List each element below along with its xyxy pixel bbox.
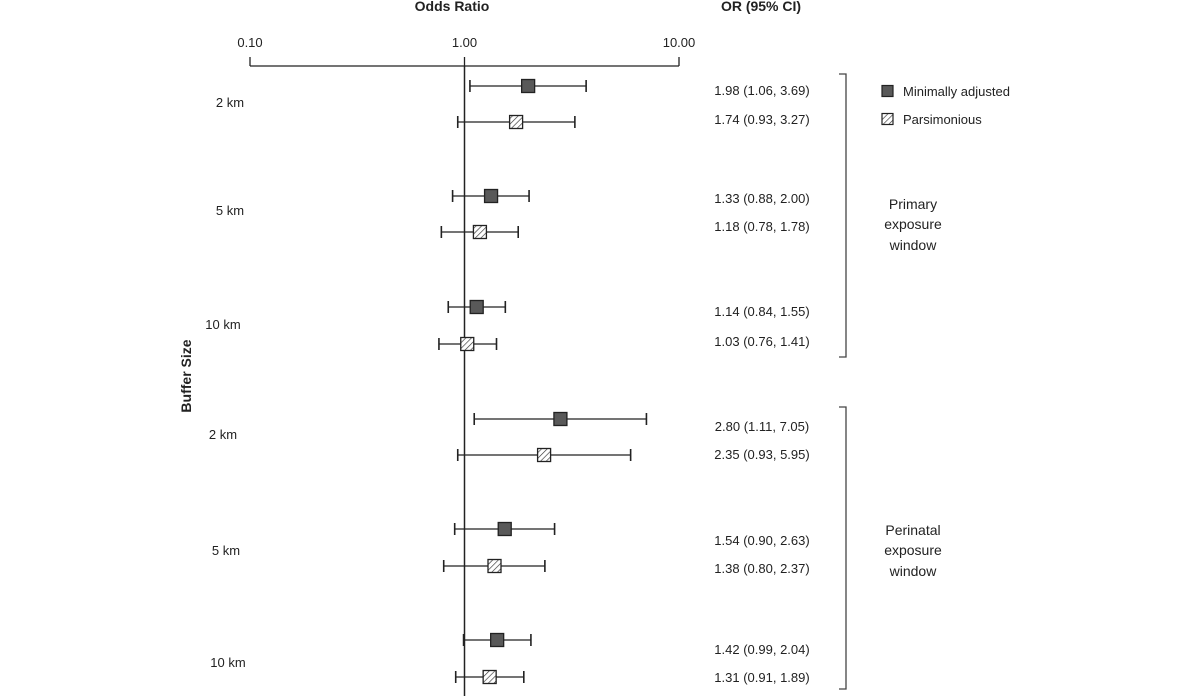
x-axis-title: Odds Ratio <box>415 0 490 14</box>
forest-marks: 2 km 1.98 (1.06, 3.69) 1.74 (0.93, 3.27) 5 … <box>205 73 942 690</box>
buffer-label: 2 km <box>216 95 244 110</box>
ci-text: 1.14 (0.84, 1.55) <box>714 304 809 319</box>
point-parsimonious <box>487 558 502 574</box>
x-axis: 0.10 1.00 10.00 <box>237 35 695 696</box>
ci-text: 1.33 (0.88, 2.00) <box>714 191 809 206</box>
point-parsimonious <box>508 114 524 130</box>
window-label: Primary <box>889 196 937 212</box>
buffer-label: 5 km <box>212 543 240 558</box>
ci-text: 1.98 (1.06, 3.69) <box>714 83 809 98</box>
window-bracket <box>839 73 847 358</box>
window-label: window <box>889 563 938 579</box>
ci-text: 1.18 (0.78, 1.78) <box>714 219 809 234</box>
window-label: Perinatal <box>885 522 940 538</box>
ci-text: 2.35 (0.93, 5.95) <box>714 447 809 462</box>
x-tick-label: 1.00 <box>452 35 477 50</box>
legend: Minimally adjusted Parsimonious <box>881 84 1010 127</box>
ci-text: 1.03 (0.76, 1.41) <box>714 334 809 349</box>
ci-text: 1.38 (0.80, 2.37) <box>714 561 809 576</box>
buffer-label: 10 km <box>210 655 245 670</box>
point-minimally-adjusted <box>469 299 484 315</box>
buffer-label: 5 km <box>216 203 244 218</box>
window-bracket <box>839 406 847 690</box>
ci-text: 1.31 (0.91, 1.89) <box>714 670 809 685</box>
point-minimally-adjusted <box>490 632 505 648</box>
ci-column-header: OR (95% CI) <box>721 0 801 14</box>
y-axis-title: Buffer Size <box>178 339 194 412</box>
x-tick-label: 0.10 <box>237 35 262 50</box>
ci-text: 2.80 (1.11, 7.05) <box>715 419 809 434</box>
window-label: exposure <box>884 216 942 232</box>
point-parsimonious <box>482 669 497 685</box>
ci-text: 1.42 (0.99, 2.04) <box>714 642 809 657</box>
point-minimally-adjusted <box>553 411 568 427</box>
ci-text: 1.74 (0.93, 3.27) <box>714 112 809 127</box>
point-minimally-adjusted <box>520 78 536 94</box>
buffer-label: 2 km <box>209 427 237 442</box>
point-parsimonious <box>536 447 552 463</box>
window-label: window <box>889 237 938 253</box>
legend-swatch <box>881 112 894 126</box>
ci-text: 1.54 (0.90, 2.63) <box>714 533 809 548</box>
window-label: exposure <box>884 542 942 558</box>
x-tick-label: 10.00 <box>663 35 696 50</box>
point-parsimonious <box>460 336 475 352</box>
point-minimally-adjusted <box>497 521 512 537</box>
point-minimally-adjusted <box>483 188 499 204</box>
legend-label: Parsimonious <box>903 112 982 127</box>
buffer-label: 10 km <box>205 317 240 332</box>
legend-swatch <box>881 84 894 98</box>
point-parsimonious <box>472 224 488 240</box>
legend-label: Minimally adjusted <box>903 84 1010 99</box>
